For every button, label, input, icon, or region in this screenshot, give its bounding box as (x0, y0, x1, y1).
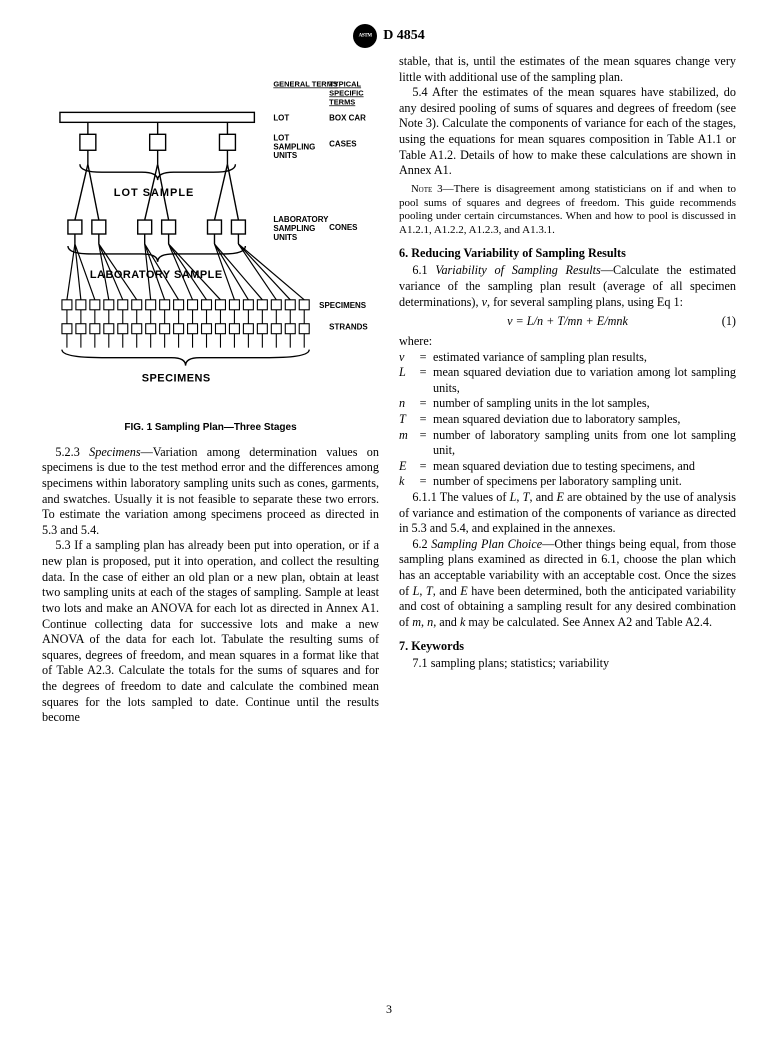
def-equals: = (417, 365, 429, 396)
def-equals: = (417, 459, 429, 475)
def-equals: = (417, 396, 429, 412)
where-label: where: (399, 334, 736, 350)
para-6-1-1: 6.1.1 The values of L, T, and E are obta… (399, 490, 736, 537)
astm-logo-icon (353, 24, 377, 48)
label-specimens-side: SPECIMENS (319, 301, 366, 310)
def-text: mean squared deviation due to testing sp… (433, 459, 736, 475)
def-equals: = (417, 474, 429, 490)
def-symbol: m (399, 428, 413, 459)
def-text: mean squared deviation due to variation … (433, 365, 736, 396)
sampling-plan-diagram: GENERAL TERMS TYPICALSPECIFICTERMS LOT B… (42, 54, 379, 420)
para-7-1: 7.1 sampling plans; statistics; variabil… (399, 656, 736, 672)
def-text: mean squared deviation due to laboratory… (433, 412, 736, 428)
def-symbol: k (399, 474, 413, 490)
label-lot: LOT (273, 113, 289, 122)
def-symbol: E (399, 459, 413, 475)
page: D 4854 GENERAL TERMS TYPICALSPECIFICTERM… (0, 0, 778, 1041)
page-header: D 4854 (0, 24, 778, 48)
def-symbol: L (399, 365, 413, 396)
left-column: GENERAL TERMS TYPICALSPECIFICTERMS LOT B… (42, 54, 379, 726)
para-5-3: 5.3 If a sampling plan has already been … (42, 538, 379, 725)
para-6-1: 6.1 Variability of Sampling Results—Calc… (399, 263, 736, 310)
right-column: stable, that is, until the estimates of … (399, 54, 736, 726)
def-text: number of laboratory sampling units from… (433, 428, 736, 459)
figure-1: GENERAL TERMS TYPICALSPECIFICTERMS LOT B… (42, 54, 379, 435)
def-equals: = (417, 412, 429, 428)
para-5-2-3: 5.2.3 Specimens—Variation among determin… (42, 445, 379, 539)
def-equals: = (417, 428, 429, 459)
para-stable-cont: stable, that is, until the estimates of … (399, 54, 736, 85)
svg-text:LABORATORYSAMPLINGUNITS: LABORATORYSAMPLINGUNITS (273, 215, 329, 242)
def-symbol: v (399, 350, 413, 366)
para-5-4: 5.4 After the estimates of the mean squa… (399, 85, 736, 179)
svg-text:LOTSAMPLINGUNITS: LOTSAMPLINGUNITS (273, 133, 315, 160)
label-cases: CASES (329, 139, 356, 148)
label-strands: STRANDS (329, 323, 368, 332)
def-equals: = (417, 350, 429, 366)
svg-text:TYPICALSPECIFICTERMS: TYPICALSPECIFICTERMS (329, 79, 364, 106)
label-cones: CONES (329, 223, 357, 232)
content-columns: GENERAL TERMS TYPICALSPECIFICTERMS LOT B… (42, 54, 736, 726)
lot-box (60, 112, 254, 122)
definition-list: v=estimated variance of sampling plan re… (399, 350, 736, 490)
label-lot-sample: LOT SAMPLE (114, 187, 195, 199)
label-box-car: BOX CAR (329, 113, 366, 122)
standard-number: D 4854 (383, 28, 425, 44)
def-symbol: n (399, 396, 413, 412)
def-text: number of sampling units in the lot samp… (433, 396, 736, 412)
page-number: 3 (0, 1002, 778, 1017)
equation-1-number: (1) (722, 314, 736, 330)
def-symbol: T (399, 412, 413, 428)
equation-1-body: v = L/n + T/mn + E/mnk (507, 314, 628, 328)
def-text: estimated variance of sampling plan resu… (433, 350, 736, 366)
equation-1: v = L/n + T/mn + E/mnk (1) (399, 314, 736, 330)
note-3: Note 3—There is disagreement among stati… (399, 183, 736, 238)
label-specimens-bottom: SPECIMENS (142, 373, 211, 385)
heading-7: 7. Keywords (399, 639, 736, 655)
figure-caption: FIG. 1 Sampling Plan—Three Stages (42, 422, 379, 435)
para-6-2: 6.2 Sampling Plan Choice—Other things be… (399, 537, 736, 631)
def-text: number of specimens per laboratory sampl… (433, 474, 736, 490)
heading-6: 6. Reducing Variability of Sampling Resu… (399, 246, 736, 262)
